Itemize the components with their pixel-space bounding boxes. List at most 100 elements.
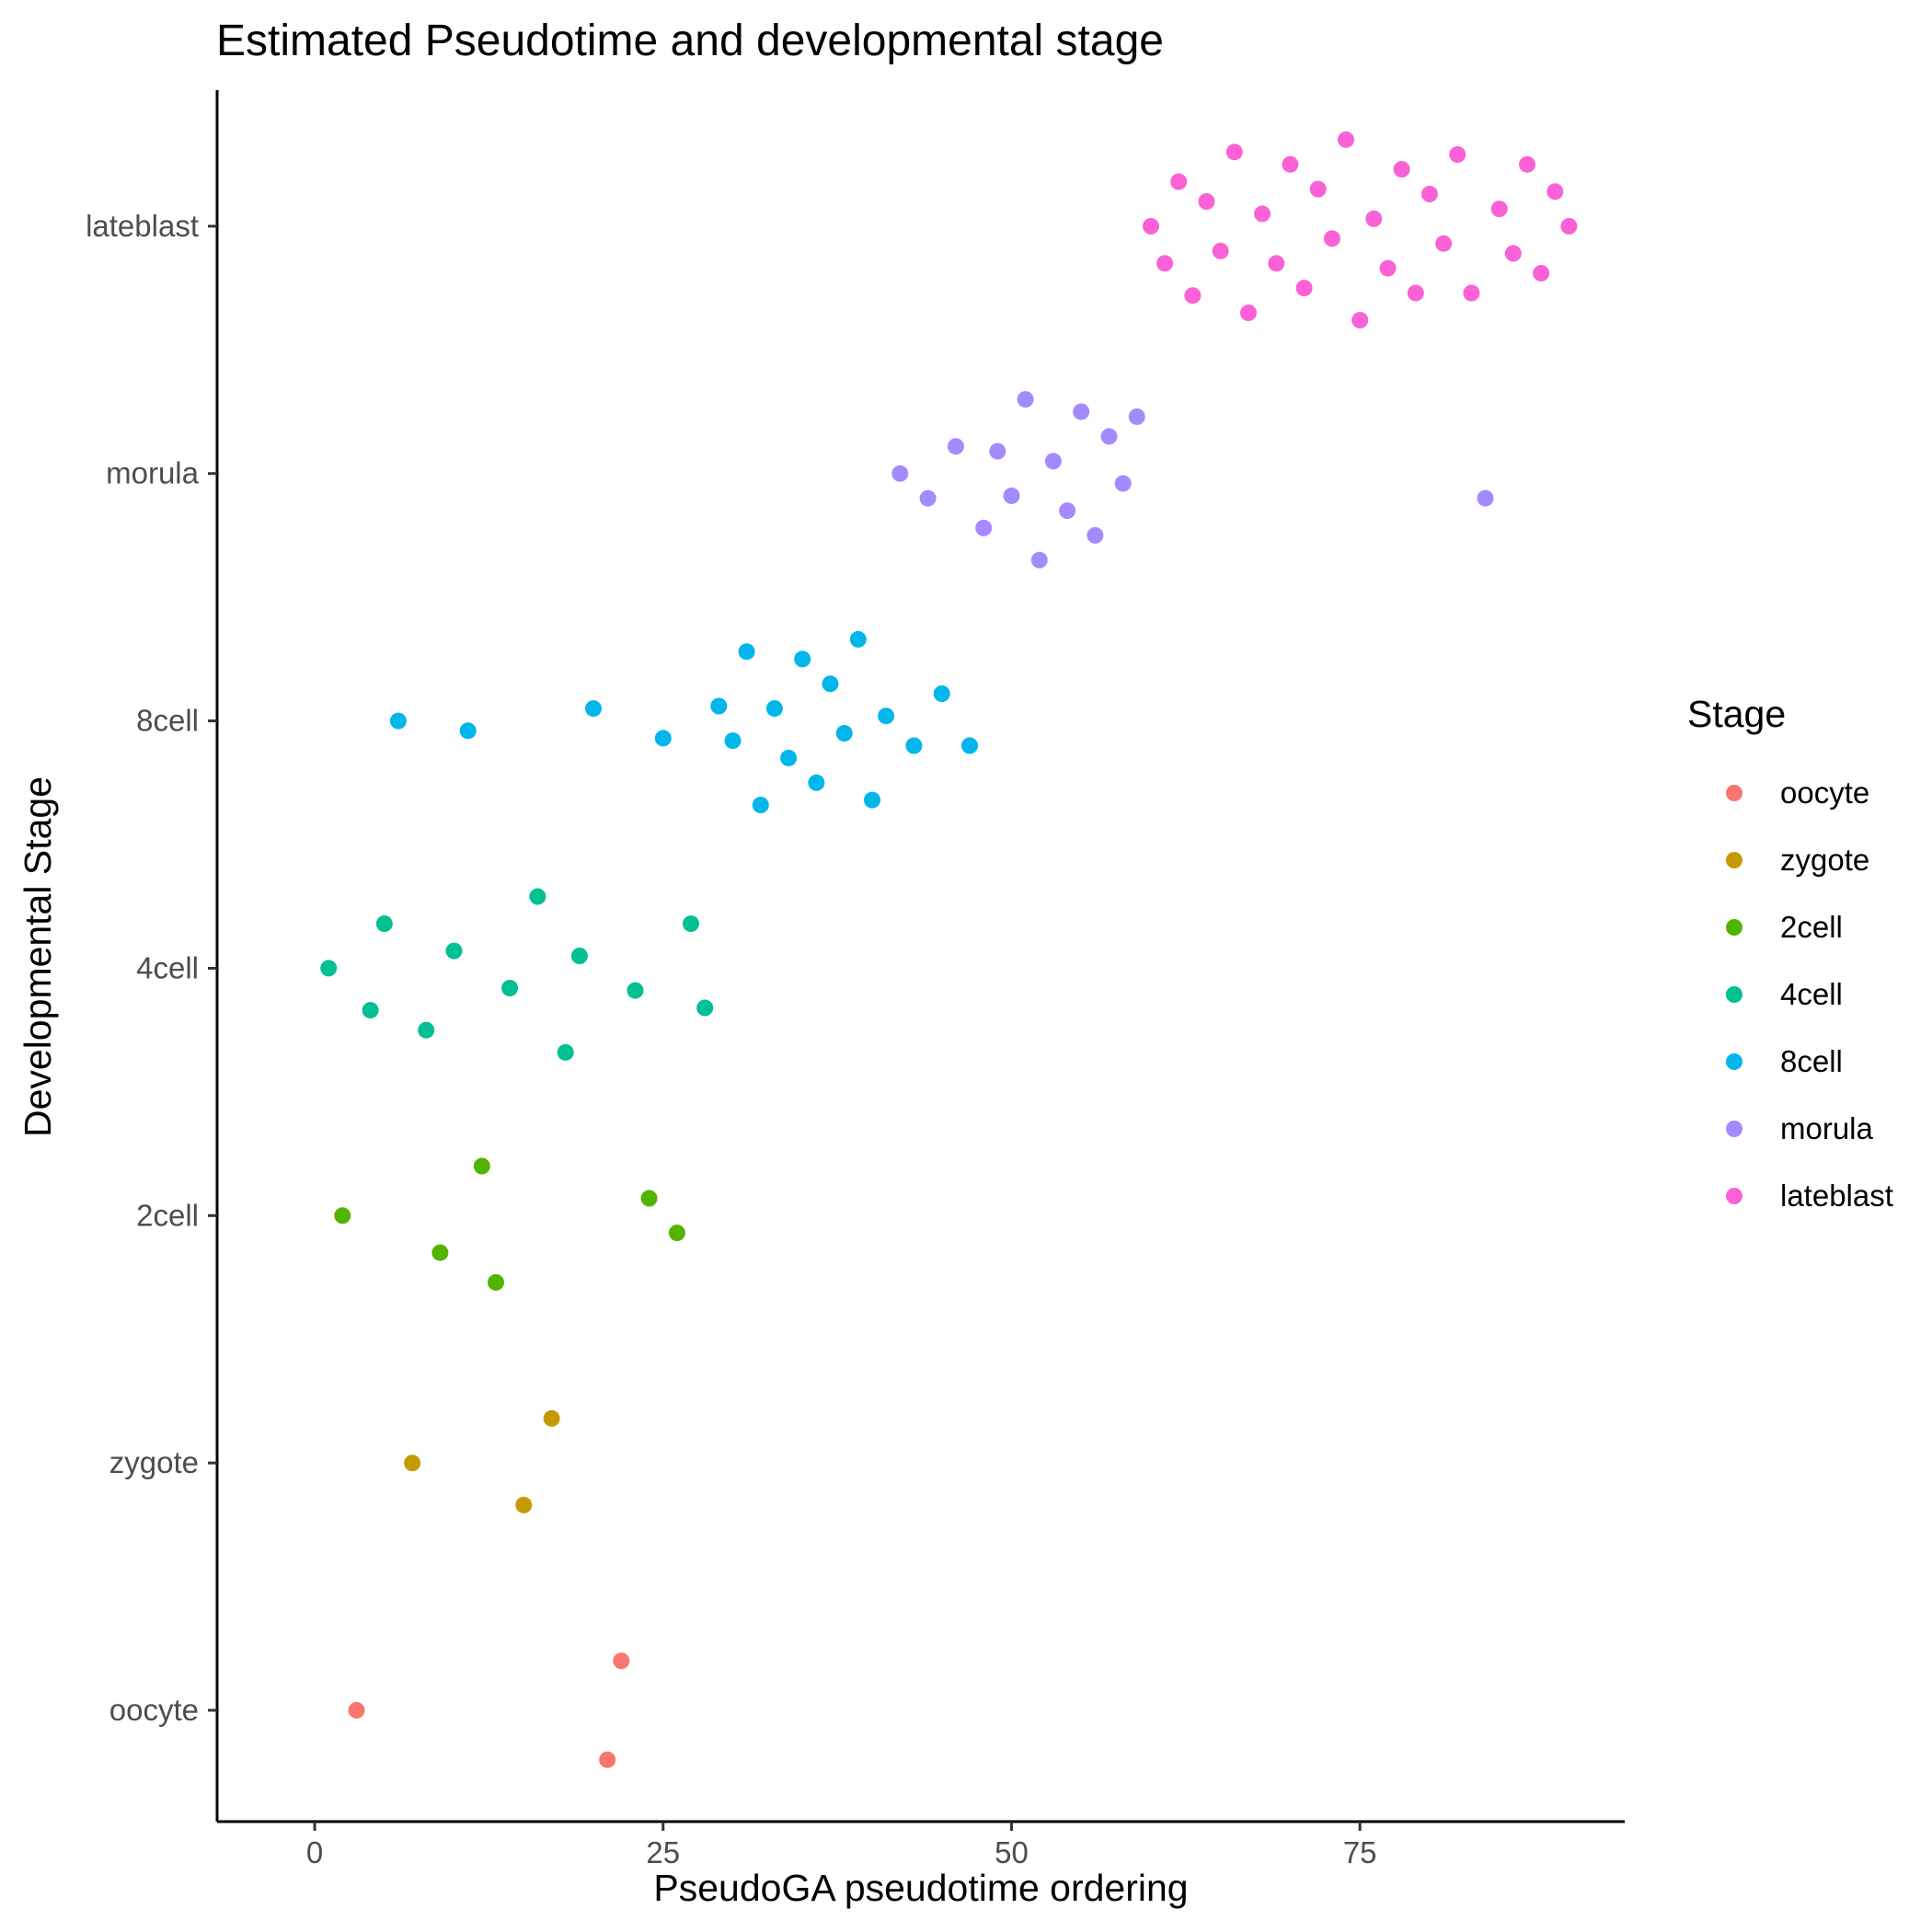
point-8cell-1 (459, 722, 477, 740)
point-morula-10 (1073, 403, 1090, 420)
y-tick-label-oocyte: oocyte (109, 1693, 199, 1727)
point-2cell-1 (431, 1244, 449, 1261)
point-8cell-16 (878, 707, 895, 725)
y-tick-label-8cell: 8cell (136, 704, 199, 738)
point-morula-5 (1003, 487, 1020, 504)
point-2cell-0 (334, 1207, 351, 1225)
point-zygote-1 (515, 1496, 533, 1513)
point-lateblast-25 (1504, 245, 1522, 262)
point-oocyte-0 (348, 1702, 365, 1719)
point-lateblast-0 (1143, 217, 1159, 235)
point-8cell-7 (752, 797, 769, 813)
point-8cell-10 (794, 650, 811, 668)
point-lateblast-15 (1351, 312, 1369, 328)
point-lateblast-13 (1323, 230, 1340, 247)
point-lateblast-26 (1519, 155, 1535, 173)
x-tick-label-0: 0 (306, 1835, 323, 1869)
legend-key-oocyte (1726, 785, 1742, 801)
point-2cell-4 (640, 1190, 658, 1207)
point-morula-0 (891, 465, 909, 482)
legend-label-morula: morula (1780, 1111, 1874, 1145)
point-8cell-5 (724, 732, 742, 750)
point-morula-8 (1044, 453, 1062, 470)
x-tick-label-50: 50 (995, 1835, 1029, 1869)
point-lateblast-5 (1212, 242, 1229, 259)
point-morula-12 (1100, 428, 1118, 445)
point-4cell-7 (557, 1043, 574, 1061)
point-lateblast-10 (1282, 155, 1299, 173)
point-4cell-8 (570, 948, 588, 964)
legend-key-4cell (1726, 986, 1742, 1003)
point-morula-11 (1087, 526, 1104, 544)
point-lateblast-11 (1295, 280, 1313, 297)
point-lateblast-4 (1198, 193, 1215, 210)
point-lateblast-18 (1393, 161, 1410, 178)
legend-label-2cell: 2cell (1780, 910, 1843, 944)
point-4cell-0 (320, 960, 338, 977)
point-4cell-6 (529, 888, 546, 905)
point-lateblast-12 (1309, 180, 1327, 198)
legend-key-morula (1726, 1121, 1742, 1137)
legend-label-zygote: zygote (1780, 843, 1869, 877)
legend-label-8cell: 8cell (1780, 1044, 1843, 1078)
point-lateblast-24 (1490, 201, 1508, 218)
y-tick-label-morula: morula (106, 456, 200, 490)
point-4cell-10 (683, 915, 699, 932)
point-4cell-2 (375, 915, 393, 932)
point-lateblast-28 (1547, 183, 1564, 201)
legend-key-8cell (1726, 1053, 1742, 1070)
legend-label-oocyte: oocyte (1780, 776, 1869, 810)
point-4cell-1 (362, 1002, 379, 1019)
point-8cell-3 (654, 730, 672, 747)
point-lateblast-17 (1379, 259, 1397, 277)
point-morula-1 (919, 489, 937, 507)
point-8cell-0 (389, 712, 407, 730)
point-8cell-15 (864, 791, 880, 809)
point-lateblast-3 (1184, 287, 1202, 305)
point-8cell-6 (738, 643, 755, 661)
legend-label-lateblast: lateblast (1780, 1179, 1893, 1213)
chart-title: Estimated Pseudotime and developmental s… (216, 17, 1164, 65)
point-8cell-8 (765, 700, 783, 718)
point-morula-6 (1017, 391, 1034, 408)
x-axis-ticks: 0 25 50 75 (306, 1822, 1377, 1869)
point-lateblast-21 (1435, 235, 1453, 252)
point-morula-14 (1128, 408, 1145, 425)
point-4cell-5 (501, 980, 519, 996)
point-lateblast-23 (1463, 284, 1480, 302)
point-oocyte-1 (599, 1751, 616, 1768)
legend-label-4cell: 4cell (1780, 977, 1843, 1011)
point-8cell-18 (933, 685, 950, 702)
point-2cell-3 (488, 1273, 504, 1291)
point-lateblast-6 (1225, 144, 1243, 161)
point-zygote-0 (404, 1455, 421, 1472)
point-oocyte-2 (613, 1652, 630, 1670)
y-tick-label-zygote: zygote (109, 1445, 199, 1479)
point-8cell-17 (905, 737, 923, 754)
point-morula-3 (975, 519, 993, 536)
legend: Stage oocyte zygote 2cell 4cell 8cell morula l… (1687, 693, 1893, 1213)
point-8cell-14 (849, 630, 867, 648)
y-tick-label-2cell: 2cell (136, 1198, 199, 1232)
point-2cell-5 (668, 1225, 685, 1242)
point-4cell-4 (445, 942, 463, 960)
point-8cell-4 (710, 697, 728, 715)
legend-key-zygote (1726, 852, 1742, 868)
point-4cell-3 (418, 1021, 435, 1039)
point-lateblast-22 (1449, 145, 1466, 163)
point-8cell-9 (780, 749, 798, 766)
point-8cell-13 (835, 725, 853, 742)
point-2cell-2 (473, 1157, 490, 1175)
x-tick-label-25: 25 (646, 1835, 680, 1869)
point-8cell-12 (822, 675, 839, 693)
point-morula-4 (989, 443, 1006, 460)
point-lateblast-29 (1560, 217, 1578, 235)
point-lateblast-8 (1254, 205, 1271, 223)
x-tick-label-75: 75 (1343, 1835, 1377, 1869)
point-morula-15 (1477, 489, 1494, 507)
point-8cell-2 (585, 700, 602, 718)
point-4cell-11 (696, 999, 714, 1017)
y-tick-label-lateblast: lateblast (86, 209, 199, 243)
legend-title: Stage (1687, 693, 1786, 735)
